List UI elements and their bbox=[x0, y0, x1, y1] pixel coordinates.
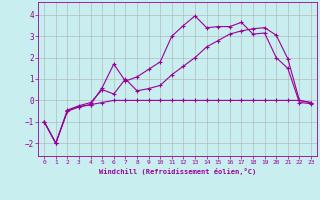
X-axis label: Windchill (Refroidissement éolien,°C): Windchill (Refroidissement éolien,°C) bbox=[99, 168, 256, 175]
